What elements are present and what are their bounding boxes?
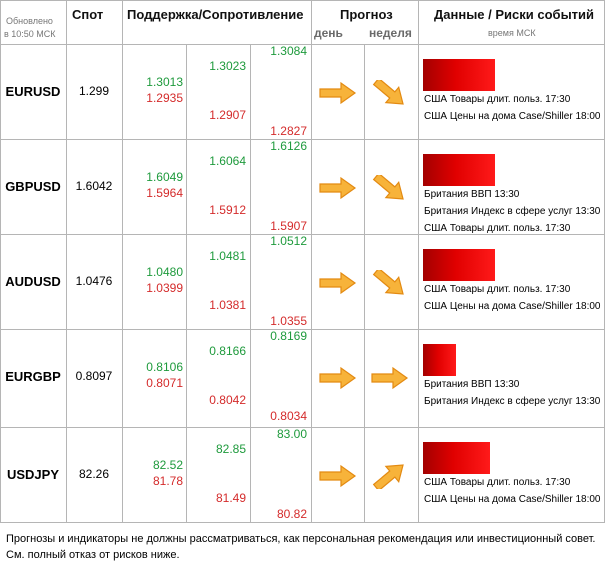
event-risk-bar [423,442,490,474]
day-forecast-arrow-icon [319,271,357,295]
event-item: Британия Индекс в сфере услуг 13:30 [424,396,601,407]
support-resistance-3-low: 80.82 [276,507,307,521]
support-resistance-2-high: 82.85 [215,442,246,456]
event-risk-bar [423,59,495,91]
event-item: США Товары длит. польз. 17:30 [424,223,571,234]
pair-name: EURGBP [5,369,61,384]
support-resistance-3-high: 1.0512 [270,234,307,248]
spot-value: 1.299 [78,84,110,98]
support-resistance-3-high: 1.6126 [270,139,307,153]
support-resistance-1-high: 82.52 [152,458,183,472]
support-resistance-1-high: 0.8106 [146,360,183,374]
event-risk-bar [423,154,495,186]
support-resistance-3-high: 1.3084 [270,44,307,58]
updated-label: Обновлено [6,16,53,26]
pair-name: EURUSD [5,84,61,99]
week-forecast-arrow-icon [372,175,404,200]
pair-name: GBPUSD [5,179,61,194]
support-resistance-1-low: 1.2935 [146,91,183,105]
pair-name: USDJPY [6,467,60,482]
week-forecast-arrow-icon [372,464,404,489]
support-resistance-3-high: 0.8169 [270,329,307,343]
event-item: США Товары длит. польз. 17:30 [424,94,571,105]
event-item: США Товары длит. польз. 17:30 [424,477,571,488]
support-resistance-2-low: 81.49 [215,491,246,505]
support-resistance-2-low: 1.0381 [209,298,246,312]
week-forecast-arrow-icon [372,270,404,295]
msk-time-label: время МСК [488,28,536,38]
week-forecast-arrow-icon [372,80,404,105]
support-resistance-1-low: 1.0399 [146,281,183,295]
support-resistance-1-low: 0.8071 [146,376,183,390]
event-item: Британия ВВП 13:30 [424,379,520,390]
events-header: Данные / Риски событий [434,7,595,22]
event-risk-bar [423,344,456,376]
updated-time: в 10:50 МСК [4,29,56,39]
pair-name: AUDUSD [5,274,61,289]
support-resistance-2-high: 1.6064 [209,154,246,168]
event-risk-bar [423,249,495,281]
day-forecast-arrow-icon [319,176,357,200]
day-forecast-arrow-icon [319,81,357,105]
support-resistance-1-high: 1.3013 [146,75,183,89]
support-resistance-3-low: 0.8034 [270,409,307,423]
support-resistance-2-low: 0.8042 [209,393,246,407]
support-resistance-2-high: 1.0481 [209,249,246,263]
support-resistance-2-high: 0.8166 [209,344,246,358]
disclaimer: Прогнозы и индикаторы не должны рассматр… [6,533,596,561]
event-item: США Цены на дома Case/Shiller 18:00 [424,494,601,505]
support-resistance-2-high: 1.3023 [209,59,246,73]
event-item: США Товары длит. польз. 17:30 [424,284,571,295]
spot-value: 1.0476 [75,274,113,288]
spot-value: 82.26 [78,467,110,481]
spot-value: 0.8097 [75,369,113,383]
forecast-day-label: день [314,26,343,40]
forecast-week-label: неделя [369,26,412,40]
day-forecast-arrow-icon [319,366,357,390]
support-resistance-header: Поддержка/Сопротивление [127,7,304,22]
spot-value: 1.6042 [75,179,113,193]
support-resistance-1-high: 1.0480 [146,265,183,279]
event-item: Британия ВВП 13:30 [424,189,520,200]
day-forecast-arrow-icon [319,464,357,488]
support-resistance-2-low: 1.2907 [209,108,246,122]
support-resistance-3-high: 83.00 [276,427,307,441]
forecast-header: Прогноз [340,7,393,22]
event-item: США Цены на дома Case/Shiller 18:00 [424,111,601,122]
event-item: Британия Индекс в сфере услуг 13:30 [424,206,601,217]
week-forecast-arrow-icon [371,366,409,390]
support-resistance-1-low: 81.78 [152,474,183,488]
support-resistance-3-low: 1.5907 [270,219,307,233]
support-resistance-1-high: 1.6049 [146,170,183,184]
support-resistance-3-low: 1.0355 [270,314,307,328]
spot-header: Спот [72,7,104,22]
event-item: США Цены на дома Case/Shiller 18:00 [424,301,601,312]
support-resistance-1-low: 1.5964 [146,186,183,200]
support-resistance-3-low: 1.2827 [270,124,307,138]
support-resistance-2-low: 1.5912 [209,203,246,217]
